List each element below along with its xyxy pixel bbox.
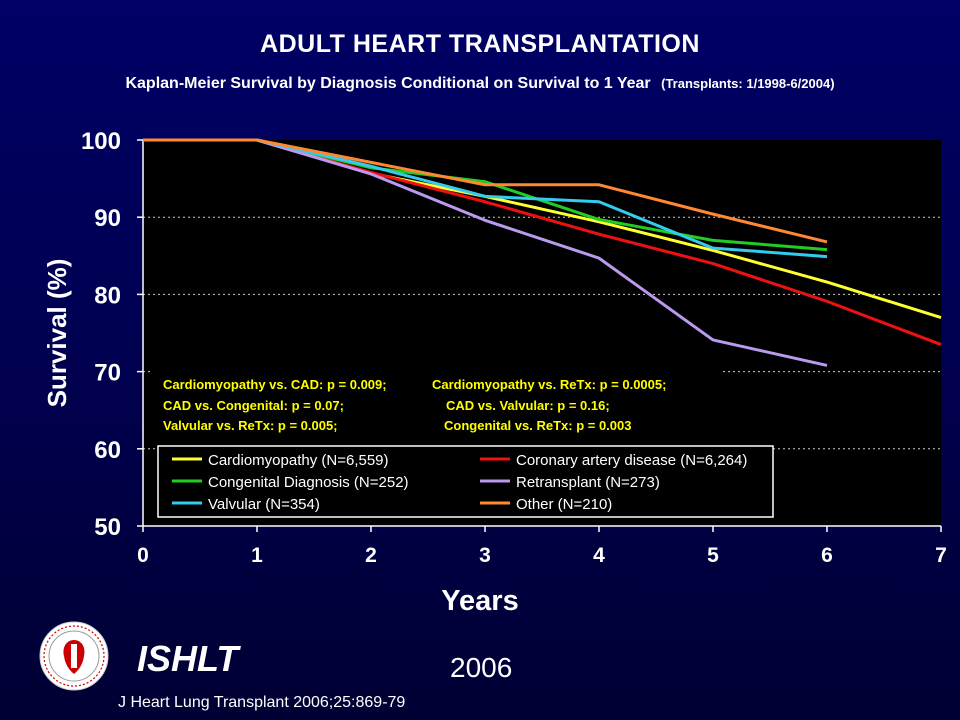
citation-text: J Heart Lung Transplant 2006;25:869-79 <box>118 694 406 711</box>
pvalue-text: Cardiomyopathy vs. ReTx: p = 0.0005; <box>432 377 666 392</box>
ishlt-seal-icon <box>39 621 109 691</box>
pvalue-text: Congenital vs. ReTx: p = 0.003 <box>444 418 631 433</box>
series-line <box>143 138 828 244</box>
y-tick-label-90: 90 <box>94 205 121 232</box>
pvalue-text: Cardiomyopathy vs. CAD: p = 0.009; <box>163 377 387 392</box>
chart-subtitle: Kaplan-Meier Survival by Diagnosis Condi… <box>0 75 960 93</box>
legend-label: Cardiomyopathy (N=6,559) <box>208 452 389 469</box>
legend-label: Valvular (N=354) <box>208 496 320 513</box>
y-tick-label-60: 60 <box>94 437 121 464</box>
x-tick-label-6: 6 <box>821 544 833 567</box>
subtitle-main: Kaplan-Meier Survival by Diagnosis Condi… <box>125 75 651 92</box>
legend-box <box>157 445 774 518</box>
legend-label: Coronary artery disease (N=6,264) <box>516 452 747 469</box>
legend-label: Congenital Diagnosis (N=252) <box>208 474 409 491</box>
chart-title: ADULT HEART TRANSPLANTATION <box>260 30 700 58</box>
x-tick-label-3: 3 <box>479 544 491 567</box>
pvalue-text: CAD vs. Congenital: p = 0.07; <box>163 398 344 413</box>
subtitle-period: (Transplants: 1/1998-6/2004) <box>661 76 835 91</box>
legend-label: Retransplant (N=273) <box>516 474 660 491</box>
y-axis-title: Survival (%) <box>42 259 72 408</box>
pvalue-text: CAD vs. Valvular: p = 0.16; <box>446 398 610 413</box>
brand-text: ISHLT <box>137 638 239 679</box>
x-tick-label-1: 1 <box>251 544 263 567</box>
pvalue-panel <box>152 368 722 438</box>
pvalue-text: Valvular vs. ReTx: p = 0.005; <box>163 418 338 433</box>
x-tick-label-4: 4 <box>593 544 605 567</box>
y-tick-label-80: 80 <box>94 282 121 309</box>
x-tick-label-2: 2 <box>365 544 377 567</box>
legend-label: Other (N=210) <box>516 496 612 513</box>
x-tick-label-5: 5 <box>707 544 719 567</box>
y-tick-label-70: 70 <box>94 360 121 387</box>
y-tick-label-100: 100 <box>81 128 121 155</box>
x-tick-label-0: 0 <box>137 544 149 567</box>
publication-year: 2006 <box>450 652 513 683</box>
x-tick-label-7: 7 <box>935 544 947 567</box>
x-axis-title: Years <box>441 585 518 617</box>
y-tick-label-50: 50 <box>94 514 121 541</box>
